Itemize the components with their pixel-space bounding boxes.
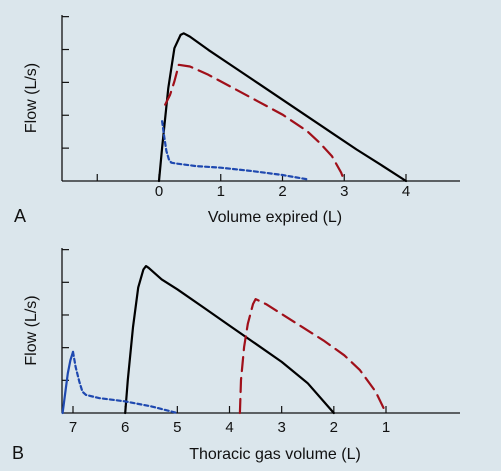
x-tick-label: 3 <box>277 419 285 436</box>
chart-panel-b: 7 6 5 4 3 2 1 Flow (L/s) Thoracic gas volume (L)… <box>12 248 460 463</box>
x-tick-label: 4 <box>402 183 410 200</box>
y-axis-label: Flow (L/s) <box>23 63 40 133</box>
series-line-solid-blue <box>61 350 75 415</box>
x-axis-label: Volume expired (L) <box>208 209 342 226</box>
series-line-solid <box>157 32 408 183</box>
chart-panel-a: 0 1 2 3 4 Flow (L/s) Volume expired (L) A <box>14 15 460 226</box>
panel-label: A <box>14 206 26 226</box>
series-line-dashed <box>238 298 388 415</box>
x-tick-label: 2 <box>330 419 338 436</box>
x-tick-label: 4 <box>225 419 233 436</box>
x-tick-label: 5 <box>173 419 181 436</box>
series-line-dotted <box>161 120 309 181</box>
series-line-solid <box>124 265 335 415</box>
x-tick-label: 2 <box>278 183 286 200</box>
x-tick-label: 3 <box>340 183 348 200</box>
series-line-dashed <box>164 63 346 183</box>
x-tick-label: 0 <box>155 183 163 200</box>
x-tick-label: 1 <box>382 419 390 436</box>
panel-label: B <box>12 443 24 463</box>
x-tick-label: 7 <box>69 419 77 436</box>
x-axis-label: Thoracic gas volume (L) <box>189 446 361 463</box>
y-axis-label: Flow (L/s) <box>23 295 40 365</box>
x-tick-label: 6 <box>121 419 129 436</box>
x-tick-label: 1 <box>217 183 225 200</box>
series-line-dotted <box>71 350 179 415</box>
